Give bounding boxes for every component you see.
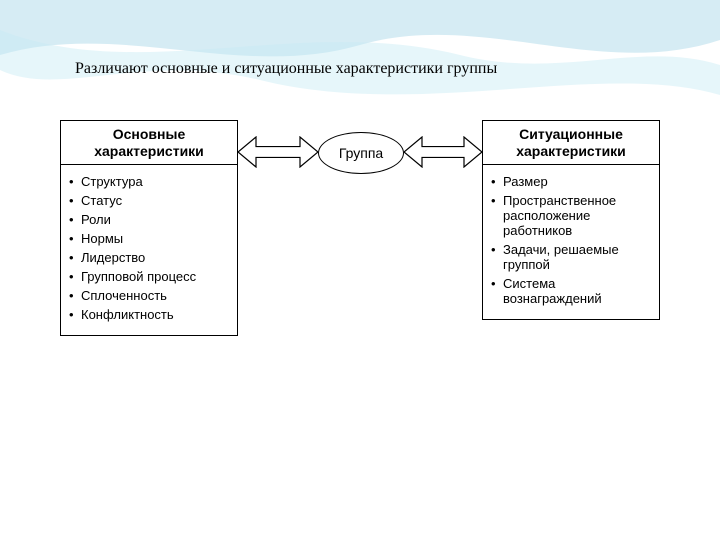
wave-background (0, 0, 720, 110)
list-item: Лидерство (69, 251, 229, 266)
list-item: Конфликтность (69, 308, 229, 323)
double-arrow-icon (238, 137, 318, 167)
list-item: Нормы (69, 232, 229, 247)
list-item: Пространственное расположение работников (491, 194, 651, 239)
list-item: Групповой процесс (69, 270, 229, 285)
center-oval-label: Группа (339, 145, 383, 161)
arrow-right-icon (404, 136, 482, 168)
list-item: Статус (69, 194, 229, 209)
list-item: Задачи, решаемые группой (491, 243, 651, 273)
diagram-container: Основные характеристики Структура Статус Р… (60, 120, 660, 440)
slide-title: Различают основные и ситуационные характ… (75, 60, 497, 78)
left-box: Основные характеристики Структура Статус Р… (60, 120, 238, 336)
double-arrow-icon (404, 137, 482, 167)
left-box-list: Структура Статус Роли Нормы Лидерство Группов… (61, 165, 237, 335)
right-box-list: Размер Пространственное расположение рабо… (483, 165, 659, 319)
list-item: Роли (69, 213, 229, 228)
arrow-left-icon (238, 136, 318, 168)
list-item: Сплоченность (69, 289, 229, 304)
list-item: Размер (491, 175, 651, 190)
right-box-header: Ситуационные характеристики (483, 121, 659, 165)
list-item: Система вознаграждений (491, 277, 651, 307)
right-box: Ситуационные характеристики Размер Простр… (482, 120, 660, 320)
left-box-header: Основные характеристики (61, 121, 237, 165)
center-oval: Группа (318, 132, 404, 174)
list-item: Структура (69, 175, 229, 190)
